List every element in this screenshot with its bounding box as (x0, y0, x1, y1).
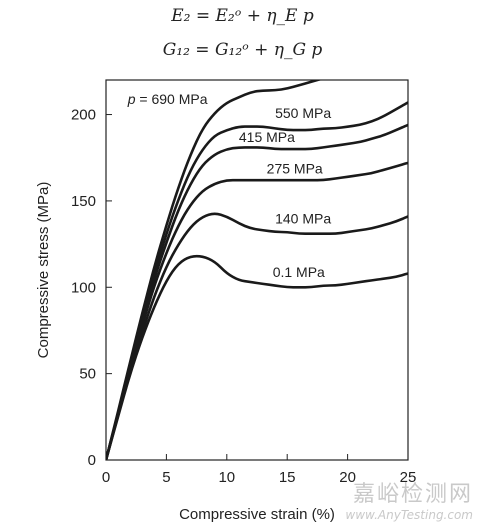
equation-g12: G₁₂ = G₁₂ᵒ + η_G p (162, 40, 323, 60)
watermark-en: www.AnyTesting.com (345, 508, 473, 522)
y-tick-label: 150 (71, 193, 96, 210)
x-tick-label: 10 (218, 469, 235, 486)
x-tick-label: 15 (279, 469, 296, 486)
x-tick-label: 25 (400, 469, 417, 486)
series-label-4: 140 MPa (275, 210, 331, 226)
series-line-2 (106, 123, 408, 460)
y-tick-label: 200 (71, 107, 96, 124)
x-axis-title: Compressive strain (%) (179, 506, 335, 523)
y-tick-label: 50 (79, 366, 96, 383)
watermark: 嘉峪检测网 www.AnyTesting.com (345, 476, 473, 522)
series-label-5: 0.1 MPa (273, 264, 325, 280)
x-tick-label: 5 (162, 469, 170, 486)
plot-frame (105, 79, 409, 461)
series-label-0: p = 690 MPa (127, 91, 208, 107)
y-axis-title: Compressive stress (MPa) (35, 182, 52, 359)
series-line-4 (106, 212, 408, 460)
x-tick-label: 0 (102, 469, 110, 486)
y-tick-label: 100 (71, 279, 96, 296)
x-tick-label: 20 (339, 469, 356, 486)
equation-e2: E₂ = E₂ᵒ + η_E p (171, 6, 314, 26)
watermark-cn: 嘉峪检测网 (352, 482, 473, 507)
series-label-1: 550 MPa (275, 105, 331, 121)
y-tick-label: 0 (88, 452, 96, 469)
series-line-3 (106, 161, 408, 460)
series-label-2: 415 MPa (239, 129, 295, 145)
series-label-3: 275 MPa (267, 160, 323, 176)
series-line-5 (106, 254, 408, 460)
series-line-1 (106, 101, 408, 460)
